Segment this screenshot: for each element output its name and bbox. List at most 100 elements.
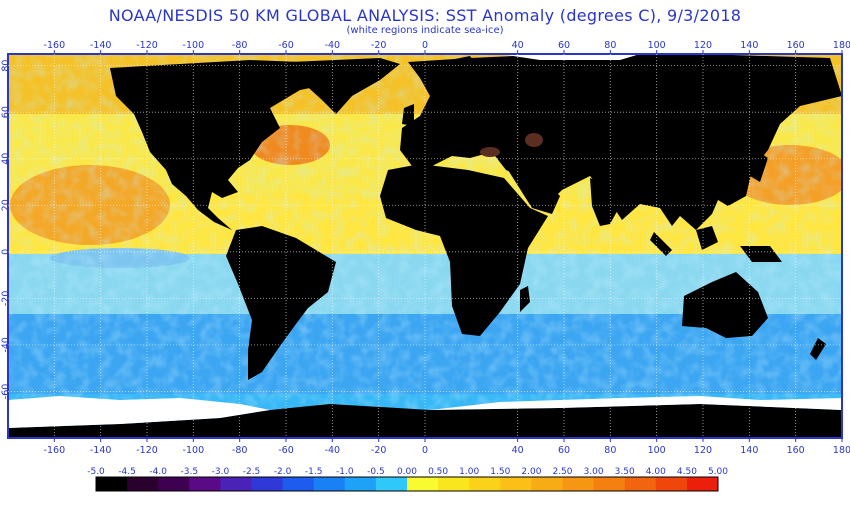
colorbar-label: -2.0 <box>274 467 292 477</box>
africa <box>380 164 548 336</box>
lon-tick-label-top: 60 <box>558 40 570 51</box>
sea-ice-antarctic-east <box>430 396 842 410</box>
colorbar-swatch <box>655 477 688 491</box>
lon-tick-label-bottom: -120 <box>136 445 158 456</box>
lon-tick-label-top: 120 <box>694 40 712 51</box>
lon-tick-label-top: 140 <box>740 40 758 51</box>
lat-tick-label: -60 <box>1 384 12 400</box>
caspian-sea <box>525 133 543 147</box>
colorbar-label: -4.5 <box>118 467 136 477</box>
colorbar-label: 4.50 <box>677 467 697 477</box>
lon-tick-label-top: -100 <box>183 40 205 51</box>
lat-tick-label: 0 <box>1 249 12 255</box>
lon-tick-label-top: -60 <box>278 40 294 51</box>
lon-tick-label-bottom: 180 <box>833 445 850 456</box>
lon-tick-label-bottom: 0 <box>422 445 428 456</box>
scandinavia <box>438 56 480 104</box>
japan <box>750 150 768 182</box>
sea-ice-arctic <box>500 54 640 60</box>
greenland <box>290 58 400 114</box>
australia <box>682 272 768 338</box>
lat-tick-label: 20 <box>1 199 12 211</box>
latitude-ticks: 80 60 40 20 0 -20 -40 -60 <box>1 60 12 400</box>
aral-region <box>480 147 500 157</box>
lon-tick-label-top: -140 <box>90 40 112 51</box>
lon-tick-label-bottom: 40 <box>512 445 524 456</box>
lon-tick-label-top: 100 <box>648 40 666 51</box>
colorbar-swatch <box>344 477 377 491</box>
lon-tick-label-bottom: 60 <box>558 445 570 456</box>
colorbar-swatch <box>593 477 626 491</box>
colorbar-swatch <box>624 477 657 491</box>
sumatra <box>650 232 672 256</box>
lon-tick-label-top: -120 <box>136 40 158 51</box>
arabia <box>508 170 560 214</box>
lon-tick-label-bottom: -40 <box>325 445 341 456</box>
colorbar-label: 0.00 <box>397 467 417 477</box>
new-zealand <box>810 338 826 360</box>
lat-tick-label: -20 <box>1 291 12 307</box>
lon-tick-label-top: 80 <box>604 40 616 51</box>
lon-tick-label-top: -20 <box>371 40 387 51</box>
longitude-ticks-top: -160 -140 -120 -100 -80 -60 -40 -20 0 40 60 80 100 12… <box>44 40 850 54</box>
colorbar-swatch <box>531 477 563 491</box>
colorbar-swatch <box>438 477 470 491</box>
lon-tick-label-bottom: -160 <box>44 445 66 456</box>
colorbar-label: 1.00 <box>459 467 479 477</box>
map-subtitle: (white regions indicate sea-ice) <box>346 25 504 36</box>
south-america <box>226 226 336 380</box>
colorbar-swatch <box>500 477 532 491</box>
lon-tick-label-bottom: 100 <box>648 445 666 456</box>
uk <box>402 104 414 126</box>
colorbar-swatch <box>562 477 595 491</box>
colorbar-frame <box>95 476 719 492</box>
colorbar-swatch <box>96 477 128 491</box>
map-title: NOAA/NESDIS 50 KM GLOBAL ANALYSIS: SST A… <box>108 6 742 25</box>
north-america <box>110 60 335 230</box>
colorbar-label: 2.00 <box>521 467 541 477</box>
lon-tick-label-top: 180 <box>833 40 850 51</box>
colorbar-swatch <box>407 477 439 491</box>
colorbar-label: -3.5 <box>181 467 199 477</box>
lon-tick-label-bottom: 80 <box>604 445 616 456</box>
longitude-ticks-bottom: -160 -140 -120 -100 -80 -60 -40 -20 0 40 60 80 100 12… <box>44 438 850 456</box>
eurasia <box>400 54 842 230</box>
lon-tick-label-bottom: -60 <box>278 445 294 456</box>
colorbar-label: 4.00 <box>646 467 666 477</box>
lon-tick-label-top: -160 <box>44 40 66 51</box>
colorbar-label: -4.0 <box>149 467 167 477</box>
lon-tick-label-bottom: -100 <box>183 445 205 456</box>
lon-tick-label-top: 0 <box>422 40 428 51</box>
colorbar-label: -1.5 <box>305 467 323 477</box>
lon-tick-label-top: 40 <box>512 40 524 51</box>
lon-tick-label-top: 160 <box>787 40 805 51</box>
continents <box>8 54 842 438</box>
lon-tick-label-bottom: 120 <box>694 445 712 456</box>
graticule <box>8 54 842 438</box>
colorbar-label: -5.0 <box>87 467 105 477</box>
lat-tick-label: -40 <box>1 337 12 353</box>
colorbar-swatch <box>686 477 719 491</box>
lat-tick-label: 40 <box>1 153 12 165</box>
colorbar-swatch <box>189 477 221 491</box>
india <box>590 178 620 226</box>
colorbar-swatch <box>375 477 408 491</box>
colorbar-label: 0.50 <box>428 467 448 477</box>
lon-tick-label-bottom: -140 <box>90 445 112 456</box>
lon-tick-label-top: -80 <box>232 40 248 51</box>
colorbar-swatch <box>251 477 284 491</box>
colorbar-label: 1.50 <box>490 467 510 477</box>
colorbar-label: 2.50 <box>552 467 572 477</box>
madagascar <box>520 286 530 312</box>
colorbar-swatch <box>127 477 159 491</box>
colorbar-swatch <box>220 477 252 491</box>
colorbar-label: -3.0 <box>212 467 230 477</box>
borneo <box>696 226 718 250</box>
colorbar-swatch <box>158 477 190 491</box>
colorbar-swatch <box>469 477 501 491</box>
colorbar-label: 3.00 <box>584 467 604 477</box>
lon-tick-label-top: -40 <box>325 40 341 51</box>
lon-tick-label-bottom: -20 <box>371 445 387 456</box>
colorbar-swatch <box>313 477 346 491</box>
